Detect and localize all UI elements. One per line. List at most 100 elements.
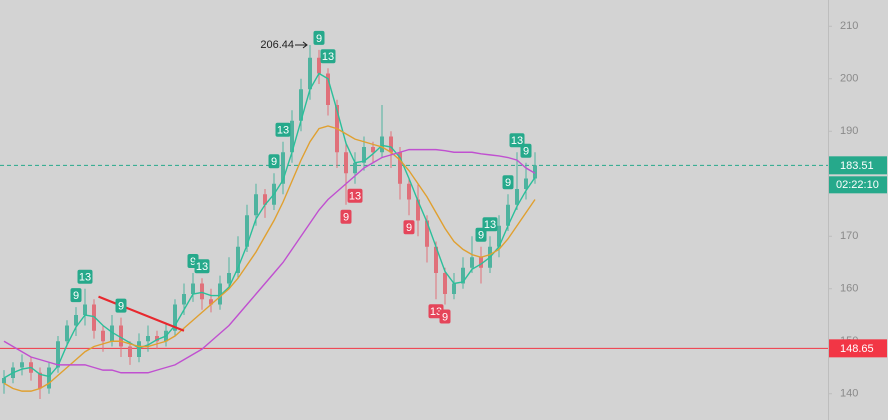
signal-label: 9 — [343, 212, 349, 224]
candle-body — [83, 304, 87, 315]
signal-label: 9 — [271, 156, 277, 168]
candle-body — [155, 336, 159, 342]
candle-body — [407, 183, 411, 200]
candle-body — [2, 378, 6, 384]
candle-body — [101, 330, 105, 342]
candle-body — [227, 273, 231, 284]
candle-body — [146, 336, 150, 342]
candle-body — [209, 299, 213, 305]
y-tick-label: 170 — [840, 230, 858, 242]
candle-body — [344, 152, 348, 174]
signal-label: 9 — [190, 256, 196, 268]
candle-body — [236, 246, 240, 273]
candle-body — [56, 341, 60, 368]
signal-label: 9 — [478, 230, 484, 242]
moving-average — [3, 125, 536, 392]
y-tick-label: 160 — [840, 283, 858, 295]
signal-badge — [520, 143, 532, 158]
y-tick-label: 140 — [840, 388, 858, 400]
signal-label: 9 — [505, 177, 511, 189]
candle-body — [461, 267, 465, 284]
candle-body — [119, 325, 123, 347]
signal-label: 13 — [484, 219, 496, 231]
signal-label: 13 — [79, 272, 91, 284]
candle-body — [353, 162, 357, 174]
candle-body — [191, 283, 195, 294]
candle-body — [245, 215, 249, 247]
candle-body — [218, 283, 222, 305]
y-tick-label: 210 — [840, 20, 858, 32]
candle-body — [299, 89, 303, 121]
candle-body — [452, 283, 456, 294]
candle-body — [317, 57, 321, 74]
countdown-label: 02:22:10 — [836, 179, 879, 191]
moving-average — [3, 72, 536, 379]
signal-label: 9 — [442, 311, 448, 323]
candle-body — [326, 73, 330, 105]
signal-badge — [482, 217, 498, 232]
signal-label: 13 — [511, 135, 523, 147]
signal-badge — [275, 122, 291, 137]
candle-body — [128, 346, 132, 357]
signal-label: 9 — [523, 146, 529, 158]
candle-body — [362, 147, 366, 163]
y-tick-label: 200 — [840, 73, 858, 85]
candle-body — [443, 273, 447, 294]
candle-body — [497, 225, 501, 247]
candle-body — [137, 341, 141, 357]
candle-body — [281, 152, 285, 184]
candle-body — [416, 199, 420, 221]
candle-body — [515, 189, 519, 205]
signal-badge — [509, 133, 525, 148]
price-tag — [829, 339, 887, 358]
countdown-tag — [829, 176, 887, 194]
candle-body — [200, 283, 204, 300]
candle-body — [308, 57, 312, 90]
signal-badge — [313, 30, 325, 45]
high-arrow — [295, 41, 308, 49]
signal-badge — [475, 227, 487, 242]
signal-label: 13 — [322, 51, 334, 63]
candle-body — [524, 178, 528, 189]
signal-badge — [320, 49, 336, 64]
candle-body — [182, 294, 186, 305]
candle-body — [47, 367, 51, 389]
signal-badge — [340, 209, 352, 224]
price-tag-label: 148.65 — [840, 343, 874, 355]
candle-body — [74, 315, 78, 326]
candle-body — [371, 147, 375, 153]
signal-label: 9 — [118, 301, 124, 313]
candle-body — [254, 194, 258, 216]
candle-body — [389, 136, 393, 153]
candle-body — [38, 372, 42, 389]
candle-body — [533, 165, 537, 179]
price-tag-label: 183.51 — [840, 160, 874, 172]
candle-body — [425, 220, 429, 247]
signal-badge — [347, 188, 363, 203]
signal-badge — [115, 298, 127, 313]
signal-badge — [194, 259, 210, 274]
candle-body — [506, 204, 510, 226]
high-label: 206.44 — [260, 39, 294, 51]
signal-label: 9 — [406, 222, 412, 234]
candle-body — [434, 246, 438, 273]
candle-body — [398, 152, 402, 184]
signal-label: 13 — [430, 306, 442, 318]
trend-line — [98, 295, 185, 332]
candle-body — [110, 325, 114, 342]
candle-body — [65, 325, 69, 342]
candle-body — [290, 120, 294, 153]
signal-badge — [403, 220, 415, 235]
candle-body — [92, 304, 96, 331]
signal-badge — [70, 288, 82, 303]
candle-body — [20, 362, 24, 368]
candle-body — [479, 257, 483, 268]
signal-label: 13 — [196, 261, 208, 273]
signal-label: 9 — [316, 33, 322, 45]
signal-label: 13 — [277, 125, 289, 137]
signal-badge — [268, 154, 280, 169]
price-tag — [829, 156, 887, 175]
